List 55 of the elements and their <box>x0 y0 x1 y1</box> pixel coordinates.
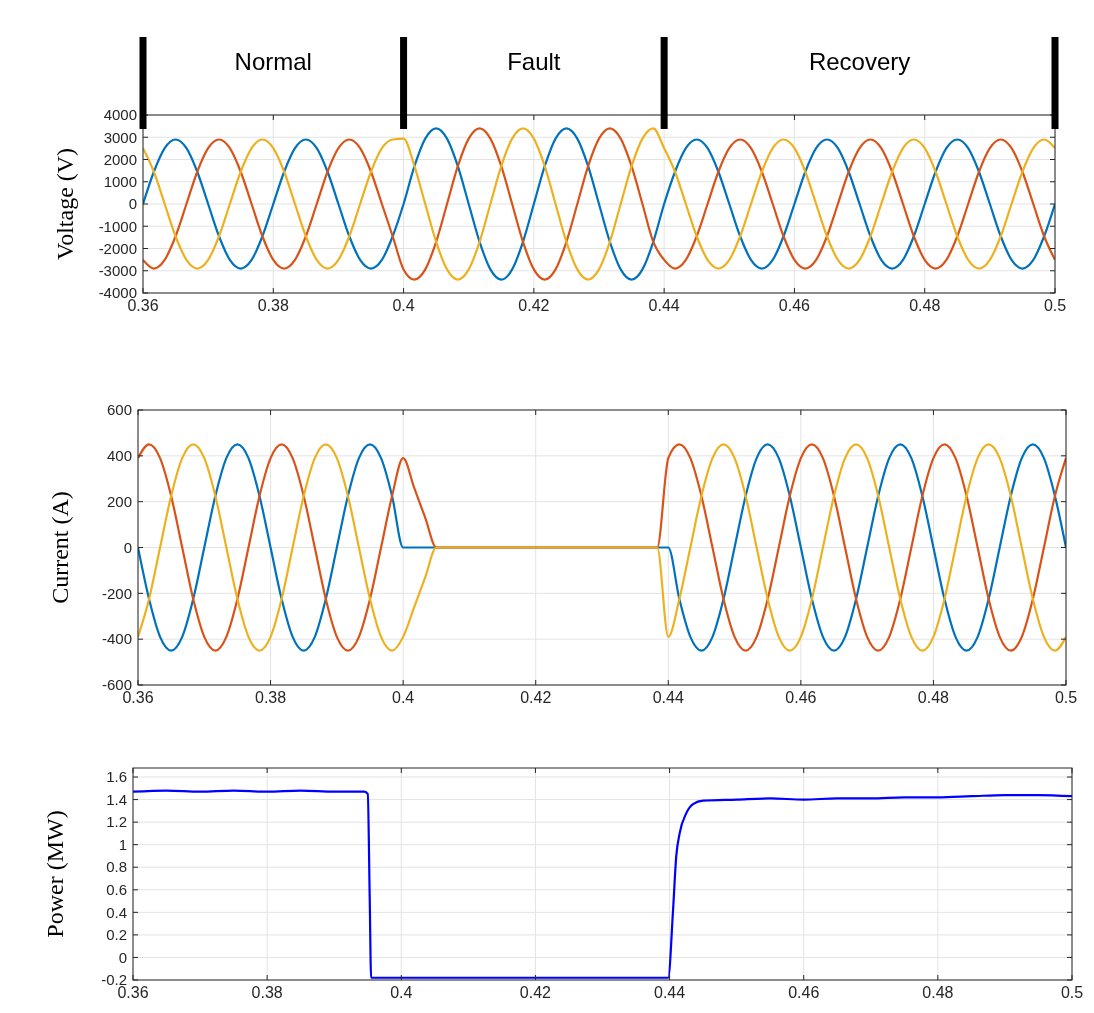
y-tick-label: 0 <box>123 538 132 556</box>
y-tick-label: -2000 <box>98 239 137 257</box>
y-axis-title: Current (A) <box>47 491 73 604</box>
y-tick-label: -400 <box>101 630 132 648</box>
x-tick-label: 0.38 <box>257 297 289 314</box>
x-tick-label: 0.46 <box>778 297 811 314</box>
y-tick-label: 0.6 <box>106 881 127 899</box>
y-tick-label: 1.6 <box>106 768 127 786</box>
x-tick-label: 0.5 <box>1060 984 1084 1001</box>
y-tick-label: 0.4 <box>106 903 127 921</box>
y-tick-label: 1000 <box>103 173 137 190</box>
y-tick-label: 1.4 <box>106 790 127 808</box>
x-tick-label: 0.36 <box>117 984 149 1001</box>
x-tick-label: 0.5 <box>1043 297 1067 314</box>
x-tick-label: 0.48 <box>922 984 954 1001</box>
text: Recovery <box>808 48 911 75</box>
line-series <box>138 443 1066 652</box>
y-tick-label: 2000 <box>103 150 137 168</box>
y-tick-label: 0 <box>128 195 137 213</box>
x-tick-label: 0.42 <box>518 297 550 314</box>
x-tick-label: 0.46 <box>785 689 817 706</box>
y-tick-label: -3000 <box>98 262 137 279</box>
x-tick-label: 0.36 <box>122 689 154 706</box>
y-tick-label: 4000 <box>103 106 137 124</box>
x-tick-label: 0.36 <box>127 297 159 314</box>
x-tick-label: 0.44 <box>648 297 680 314</box>
y-tick-label: 3000 <box>103 128 137 146</box>
text: Fault <box>507 48 561 75</box>
line-series <box>143 127 1055 281</box>
x-tick-label: 0.44 <box>652 689 684 706</box>
y-tick-label: 0.8 <box>106 858 127 876</box>
x-tick-label: 0.38 <box>255 689 287 706</box>
x-tick-label: 0.4 <box>392 689 415 706</box>
x-tick-label: 0.4 <box>390 984 413 1001</box>
y-tick-label: 1 <box>118 835 127 853</box>
x-tick-label: 0.44 <box>654 984 686 1001</box>
y-tick-label: 600 <box>106 401 132 419</box>
x-tick-label: 0.48 <box>909 297 941 314</box>
text: Normal <box>234 48 312 75</box>
x-tick-label: 0.38 <box>251 984 283 1001</box>
y-axis-title: Voltage (V) <box>52 147 78 261</box>
y-tick-label: 400 <box>106 447 132 465</box>
x-tick-label: 0.42 <box>519 984 552 1001</box>
y-tick-label: 200 <box>106 492 132 510</box>
x-tick-label: 0.42 <box>520 689 552 706</box>
y-tick-label: -200 <box>101 584 132 602</box>
y-tick-label: 1.2 <box>106 813 127 831</box>
y-tick-label: 0 <box>118 948 127 966</box>
x-tick-label: 0.48 <box>917 689 950 706</box>
x-tick-label: 0.5 <box>1054 689 1078 706</box>
x-tick-label: 0.46 <box>788 984 820 1001</box>
y-tick-label: 0.2 <box>106 926 127 944</box>
y-axis-title: Power (MW) <box>42 810 68 938</box>
y-tick-label: -1000 <box>98 217 137 235</box>
x-tick-label: 0.4 <box>392 297 415 314</box>
